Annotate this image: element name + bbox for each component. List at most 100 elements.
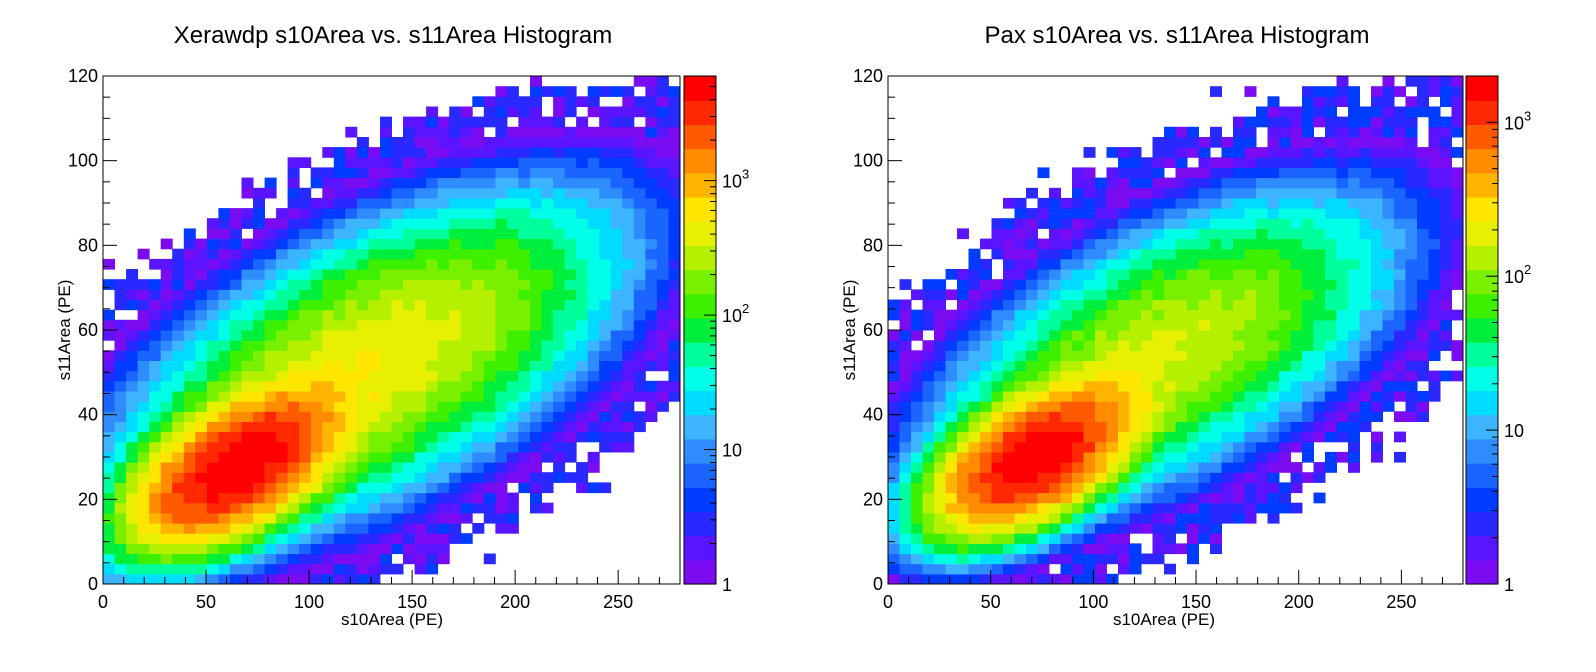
histogram-bin <box>1164 309 1176 321</box>
histogram-bin <box>599 147 612 158</box>
histogram-bin <box>1325 309 1337 321</box>
histogram-bin <box>1164 289 1176 301</box>
histogram-bin <box>391 360 404 372</box>
histogram-bin <box>472 147 485 158</box>
histogram-bin <box>1118 299 1130 311</box>
histogram-bin <box>656 76 669 87</box>
histogram-bin <box>160 258 173 270</box>
histogram-bin <box>380 330 392 341</box>
histogram-bin <box>299 462 312 473</box>
histogram-bin <box>1290 421 1303 433</box>
histogram-bin <box>622 360 635 372</box>
histogram-bin <box>172 502 185 514</box>
histogram-bin <box>403 421 415 433</box>
histogram-bin <box>599 208 612 219</box>
histogram-bin <box>1336 411 1349 422</box>
histogram-bin <box>137 553 150 565</box>
histogram-bin <box>137 289 150 301</box>
histogram-bin <box>276 279 289 290</box>
histogram-bin <box>1129 269 1142 280</box>
histogram-bin <box>945 482 958 494</box>
histogram-bin <box>391 187 404 199</box>
histogram-bin <box>530 319 542 331</box>
histogram-bin <box>1348 309 1360 321</box>
histogram-bin <box>229 401 242 412</box>
histogram-bin <box>1118 309 1130 321</box>
x-axis-title: s10Area (PE) <box>1113 610 1215 629</box>
histogram-bin <box>1118 512 1130 524</box>
histogram-bin <box>1210 370 1222 382</box>
histogram-bin <box>414 279 427 290</box>
histogram-bin <box>506 96 519 107</box>
histogram-bin <box>899 350 912 361</box>
histogram-bin <box>1440 279 1452 290</box>
histogram-bin <box>1014 391 1027 402</box>
histogram-bin <box>1405 391 1418 402</box>
histogram-bin <box>911 543 923 555</box>
histogram-bin <box>553 147 566 158</box>
histogram-bin <box>1026 523 1038 534</box>
histogram-bin <box>1371 248 1383 260</box>
histogram-bin <box>1210 126 1222 138</box>
histogram-bin <box>553 248 566 260</box>
histogram-bin <box>253 553 265 565</box>
histogram-bin <box>299 411 312 422</box>
histogram-bin <box>1129 370 1142 382</box>
histogram-bin <box>1359 309 1372 321</box>
histogram-bin <box>414 258 427 270</box>
histogram-bin <box>356 370 369 382</box>
histogram-bin <box>1072 482 1084 494</box>
histogram-bin <box>610 330 623 341</box>
histogram-bin <box>299 299 312 311</box>
histogram-bin <box>506 238 519 250</box>
histogram-bin <box>1072 258 1084 270</box>
histogram-bin <box>576 269 589 280</box>
histogram-bin <box>1198 482 1211 494</box>
histogram-bin <box>922 451 935 463</box>
histogram-bin <box>287 482 300 494</box>
histogram-bin <box>1394 258 1406 270</box>
histogram-bin <box>333 350 346 361</box>
histogram-bin <box>229 512 242 524</box>
histogram-bin <box>1175 289 1188 301</box>
histogram-bin <box>668 269 681 280</box>
histogram-bin <box>1371 116 1383 128</box>
histogram-bin <box>1106 391 1119 402</box>
histogram-bin <box>172 462 185 473</box>
histogram-bin <box>1256 350 1268 361</box>
histogram-bin <box>103 380 115 392</box>
histogram-bin <box>645 350 658 361</box>
histogram-bin <box>1106 218 1119 229</box>
histogram-bin <box>633 238 646 250</box>
histogram-bin <box>1014 218 1027 229</box>
histogram-bin <box>449 411 462 422</box>
histogram-bin <box>1095 350 1107 361</box>
histogram-bin <box>1302 116 1314 128</box>
histogram-bin <box>1118 472 1130 483</box>
histogram-bin <box>633 340 646 351</box>
histogram-bin <box>1359 421 1372 433</box>
colorbar-label: 10 <box>722 441 742 461</box>
histogram-bin <box>518 126 531 138</box>
histogram-bin <box>980 401 992 412</box>
histogram-bin <box>610 319 623 331</box>
histogram-bin <box>206 258 219 270</box>
histogram-bin <box>414 370 427 382</box>
histogram-bin <box>656 289 669 301</box>
histogram-bin <box>991 441 1004 453</box>
histogram-bin <box>449 441 462 453</box>
histogram-bin <box>195 523 208 534</box>
histogram-bin <box>1083 299 1096 311</box>
histogram-bin <box>668 86 681 97</box>
histogram-bin <box>899 391 912 402</box>
histogram-bin <box>437 512 450 524</box>
histogram-bin <box>1313 228 1326 240</box>
histogram-bin <box>160 401 173 412</box>
histogram-bin <box>114 279 127 290</box>
histogram-bin <box>1233 319 1245 331</box>
histogram-bin <box>137 279 150 290</box>
histogram-bin <box>980 512 992 524</box>
histogram-bin <box>1003 492 1015 504</box>
histogram-bin <box>968 289 981 301</box>
